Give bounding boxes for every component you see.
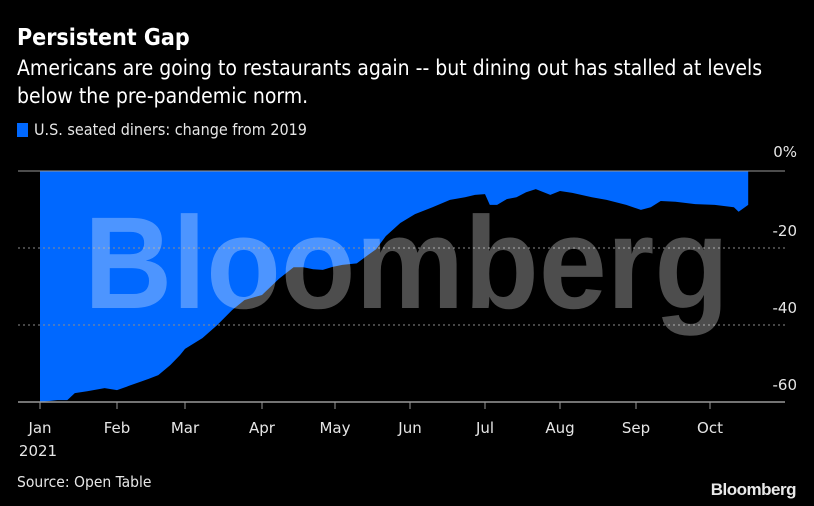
chart-plot: Bloomberg 0% -20 -40 -60 Jan 2021 Feb Mar Apr May J… [18,143,798,460]
x-tick-label: Apr [249,419,276,437]
x-tick-label: Jul [475,419,494,437]
x-tick-label: Mar [171,419,200,437]
source-note: Source: Open Table [17,473,152,491]
x-tick-label: Aug [545,419,574,437]
x-tick-label: May [319,419,350,437]
x-tick-label: Jan [27,419,51,437]
legend-swatch [17,122,28,137]
legend: U.S. seated diners: change from 2019 [17,120,307,139]
y-tick-label: -40 [773,299,798,317]
x-tick-label: Feb [104,419,131,437]
x-tick-year-label: 2021 [19,442,57,460]
y-tick-label: 0% [773,143,797,161]
bloomberg-logo: Bloomberg [710,480,797,499]
watermark-text: Bloomberg [84,189,729,336]
y-tick-label: -20 [773,222,798,240]
chart-title: Persistent Gap [17,25,190,51]
x-tick-label: Jun [397,419,421,437]
area-series [40,171,749,402]
y-tick-label: -60 [773,376,798,394]
chart-subtitle: Americans are going to restaurants again… [17,56,763,108]
x-tick-label: Oct [697,419,723,437]
x-tick-label: Sep [622,419,650,437]
legend-label: U.S. seated diners: change from 2019 [34,120,307,139]
